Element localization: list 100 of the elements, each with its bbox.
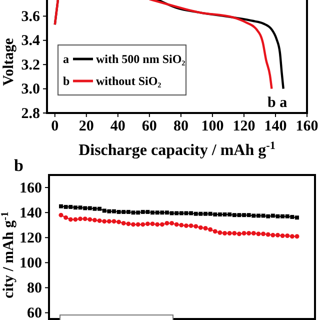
point (97, 218, 102, 223)
point (285, 233, 290, 238)
point (242, 230, 246, 236)
point (194, 212, 198, 216)
point (228, 212, 232, 216)
point (82, 216, 88, 222)
point (198, 225, 203, 230)
point (68, 217, 73, 222)
point (222, 230, 228, 236)
y-tick-label: 120 (20, 230, 42, 246)
point (121, 220, 126, 226)
point (184, 211, 188, 216)
point (102, 208, 106, 213)
point (266, 214, 270, 218)
y-tick-label: 3.6 (21, 8, 40, 25)
point (155, 210, 160, 215)
point (256, 232, 261, 236)
point (179, 211, 184, 216)
point (68, 204, 73, 209)
point (170, 211, 174, 216)
point (102, 219, 107, 224)
point (73, 206, 78, 210)
x-tick-label: 100 (201, 118, 224, 135)
point (290, 234, 294, 239)
point (232, 213, 236, 218)
x-tick-label: 120 (232, 118, 256, 135)
chart-title: b (14, 156, 24, 175)
x-tick-label: 80 (173, 118, 188, 135)
point (116, 220, 122, 224)
point (164, 220, 170, 226)
point (276, 214, 280, 218)
point (150, 210, 155, 215)
point (266, 232, 270, 237)
point (160, 210, 164, 215)
point (112, 209, 116, 214)
point (213, 212, 218, 216)
point (140, 222, 146, 227)
point (174, 222, 179, 227)
point (294, 234, 300, 239)
point (140, 210, 145, 214)
point (131, 210, 136, 215)
point (83, 206, 88, 210)
x-tick-label: 60 (142, 118, 157, 135)
point (145, 222, 150, 226)
x-tick-label: 0 (51, 118, 59, 135)
point (285, 214, 290, 218)
point (212, 229, 218, 234)
point (218, 230, 222, 235)
point (246, 213, 251, 218)
point (179, 222, 184, 228)
point (78, 216, 83, 222)
y-axis-title: Voltage (1, 38, 17, 86)
point (295, 216, 299, 220)
point (222, 212, 227, 216)
y-tick-label: 100 (20, 255, 42, 272)
point (88, 206, 92, 210)
point (122, 210, 126, 214)
point (126, 210, 130, 214)
point (236, 232, 242, 236)
y-tick-label: 2.8 (21, 106, 40, 122)
point (92, 218, 97, 222)
point (170, 220, 174, 226)
point (227, 230, 232, 236)
point (189, 211, 194, 216)
point (256, 214, 260, 218)
y-tick-label: 60 (27, 306, 42, 320)
annotation: b (63, 74, 70, 88)
point (198, 212, 203, 216)
point (174, 211, 179, 216)
y-tick-label: 3.2 (21, 57, 40, 74)
point (64, 204, 68, 209)
point (203, 212, 208, 216)
legend-label: with 500 nm SiO₂ (96, 52, 186, 66)
point (136, 222, 140, 227)
point (130, 222, 136, 227)
point (92, 206, 97, 211)
point (64, 215, 68, 220)
point (203, 226, 208, 230)
point (98, 206, 102, 211)
y-tick-label: 3.0 (21, 82, 40, 98)
point (270, 232, 276, 238)
y-tick-label: 160 (20, 180, 42, 196)
point (261, 232, 266, 236)
point (136, 210, 140, 215)
point (88, 217, 92, 222)
x-tick-label: 160 (296, 118, 318, 135)
point (275, 232, 280, 238)
point (160, 222, 164, 227)
point (208, 212, 212, 216)
point (232, 230, 237, 236)
point (164, 210, 169, 215)
annotation: a (280, 95, 288, 111)
point (290, 214, 294, 219)
point (73, 217, 78, 222)
point (58, 212, 64, 218)
annotation: a (63, 52, 69, 66)
point (270, 214, 275, 218)
point (280, 233, 285, 238)
point (112, 219, 116, 224)
point (252, 214, 256, 218)
